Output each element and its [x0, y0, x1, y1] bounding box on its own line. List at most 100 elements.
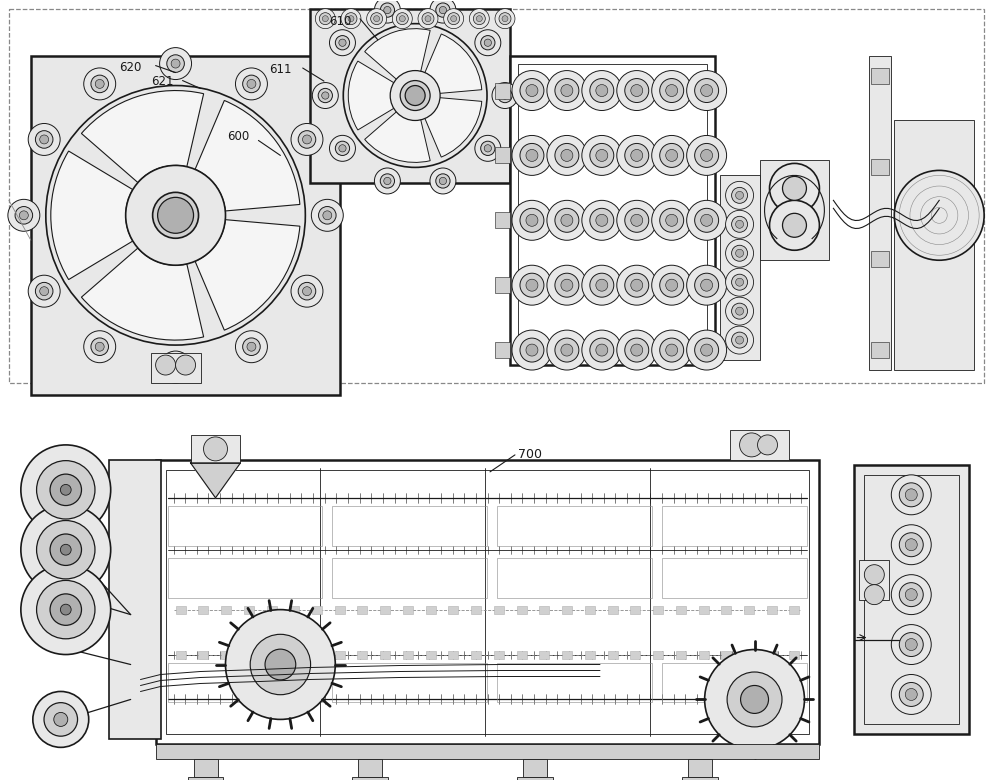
Bar	[176, 605, 186, 614]
Circle shape	[526, 344, 538, 356]
Text: 700: 700	[518, 448, 542, 461]
Circle shape	[50, 474, 81, 505]
Circle shape	[864, 565, 884, 585]
Circle shape	[666, 214, 678, 226]
Circle shape	[660, 209, 684, 232]
Bar	[267, 651, 277, 658]
Circle shape	[158, 198, 194, 234]
Bar	[523, 759, 547, 777]
Bar	[495, 277, 510, 293]
Bar	[357, 651, 367, 658]
Bar	[380, 605, 390, 614]
Circle shape	[695, 79, 719, 102]
Circle shape	[501, 92, 509, 99]
Circle shape	[741, 686, 769, 713]
Circle shape	[547, 135, 587, 176]
Circle shape	[631, 84, 643, 97]
Circle shape	[617, 266, 657, 305]
Bar	[380, 651, 390, 658]
Circle shape	[905, 639, 917, 651]
Circle shape	[225, 610, 335, 719]
Circle shape	[625, 273, 649, 297]
Circle shape	[243, 75, 260, 93]
Circle shape	[46, 86, 305, 345]
Circle shape	[617, 330, 657, 370]
Bar	[653, 605, 663, 614]
Bar	[448, 605, 458, 614]
Bar	[688, 759, 712, 777]
Circle shape	[418, 9, 438, 29]
Bar	[662, 662, 807, 702]
Bar	[497, 662, 652, 702]
Bar	[510, 55, 715, 365]
Circle shape	[705, 650, 804, 749]
Circle shape	[726, 297, 754, 325]
Circle shape	[905, 489, 917, 501]
Circle shape	[726, 210, 754, 238]
Circle shape	[660, 79, 684, 102]
Bar	[156, 460, 819, 744]
Circle shape	[50, 594, 81, 626]
Circle shape	[322, 16, 328, 22]
Text: 611: 611	[269, 62, 292, 76]
Bar	[335, 651, 345, 658]
Circle shape	[625, 79, 649, 102]
Circle shape	[436, 174, 450, 188]
Circle shape	[652, 135, 692, 176]
Bar	[676, 605, 686, 614]
Bar	[608, 651, 618, 658]
Circle shape	[384, 6, 391, 14]
Circle shape	[339, 144, 346, 152]
Circle shape	[891, 475, 931, 515]
Circle shape	[439, 177, 447, 184]
Bar	[859, 560, 889, 600]
Circle shape	[695, 338, 719, 362]
Circle shape	[625, 144, 649, 167]
Bar	[730, 430, 789, 460]
Circle shape	[204, 437, 227, 461]
Circle shape	[400, 80, 430, 110]
Circle shape	[21, 445, 111, 535]
Bar	[221, 605, 231, 614]
Circle shape	[736, 191, 744, 199]
Circle shape	[476, 16, 482, 22]
Bar	[585, 651, 595, 658]
Circle shape	[891, 625, 931, 665]
Bar	[332, 558, 487, 597]
Circle shape	[701, 214, 713, 226]
Circle shape	[596, 279, 608, 291]
Circle shape	[547, 266, 587, 305]
Circle shape	[590, 209, 614, 232]
Circle shape	[652, 201, 692, 241]
Circle shape	[726, 326, 754, 354]
Circle shape	[312, 83, 338, 109]
Bar	[699, 651, 709, 658]
Circle shape	[481, 36, 495, 50]
Circle shape	[631, 214, 643, 226]
Circle shape	[345, 12, 357, 25]
Circle shape	[291, 123, 323, 155]
Bar	[335, 605, 345, 614]
Circle shape	[40, 135, 49, 144]
Circle shape	[758, 435, 778, 455]
Bar	[198, 651, 208, 658]
Circle shape	[687, 70, 727, 110]
Circle shape	[590, 338, 614, 362]
Bar	[789, 651, 799, 658]
Circle shape	[582, 266, 622, 305]
Bar	[448, 651, 458, 658]
Circle shape	[167, 55, 184, 73]
Wedge shape	[348, 61, 395, 130]
Circle shape	[899, 633, 923, 657]
Circle shape	[631, 279, 643, 291]
Bar	[767, 605, 777, 614]
Circle shape	[303, 135, 311, 144]
Circle shape	[243, 338, 260, 355]
Wedge shape	[195, 219, 300, 330]
Circle shape	[335, 36, 350, 50]
Circle shape	[84, 68, 116, 100]
Circle shape	[498, 88, 512, 102]
Circle shape	[171, 362, 180, 372]
Circle shape	[176, 355, 196, 375]
Circle shape	[891, 675, 931, 715]
